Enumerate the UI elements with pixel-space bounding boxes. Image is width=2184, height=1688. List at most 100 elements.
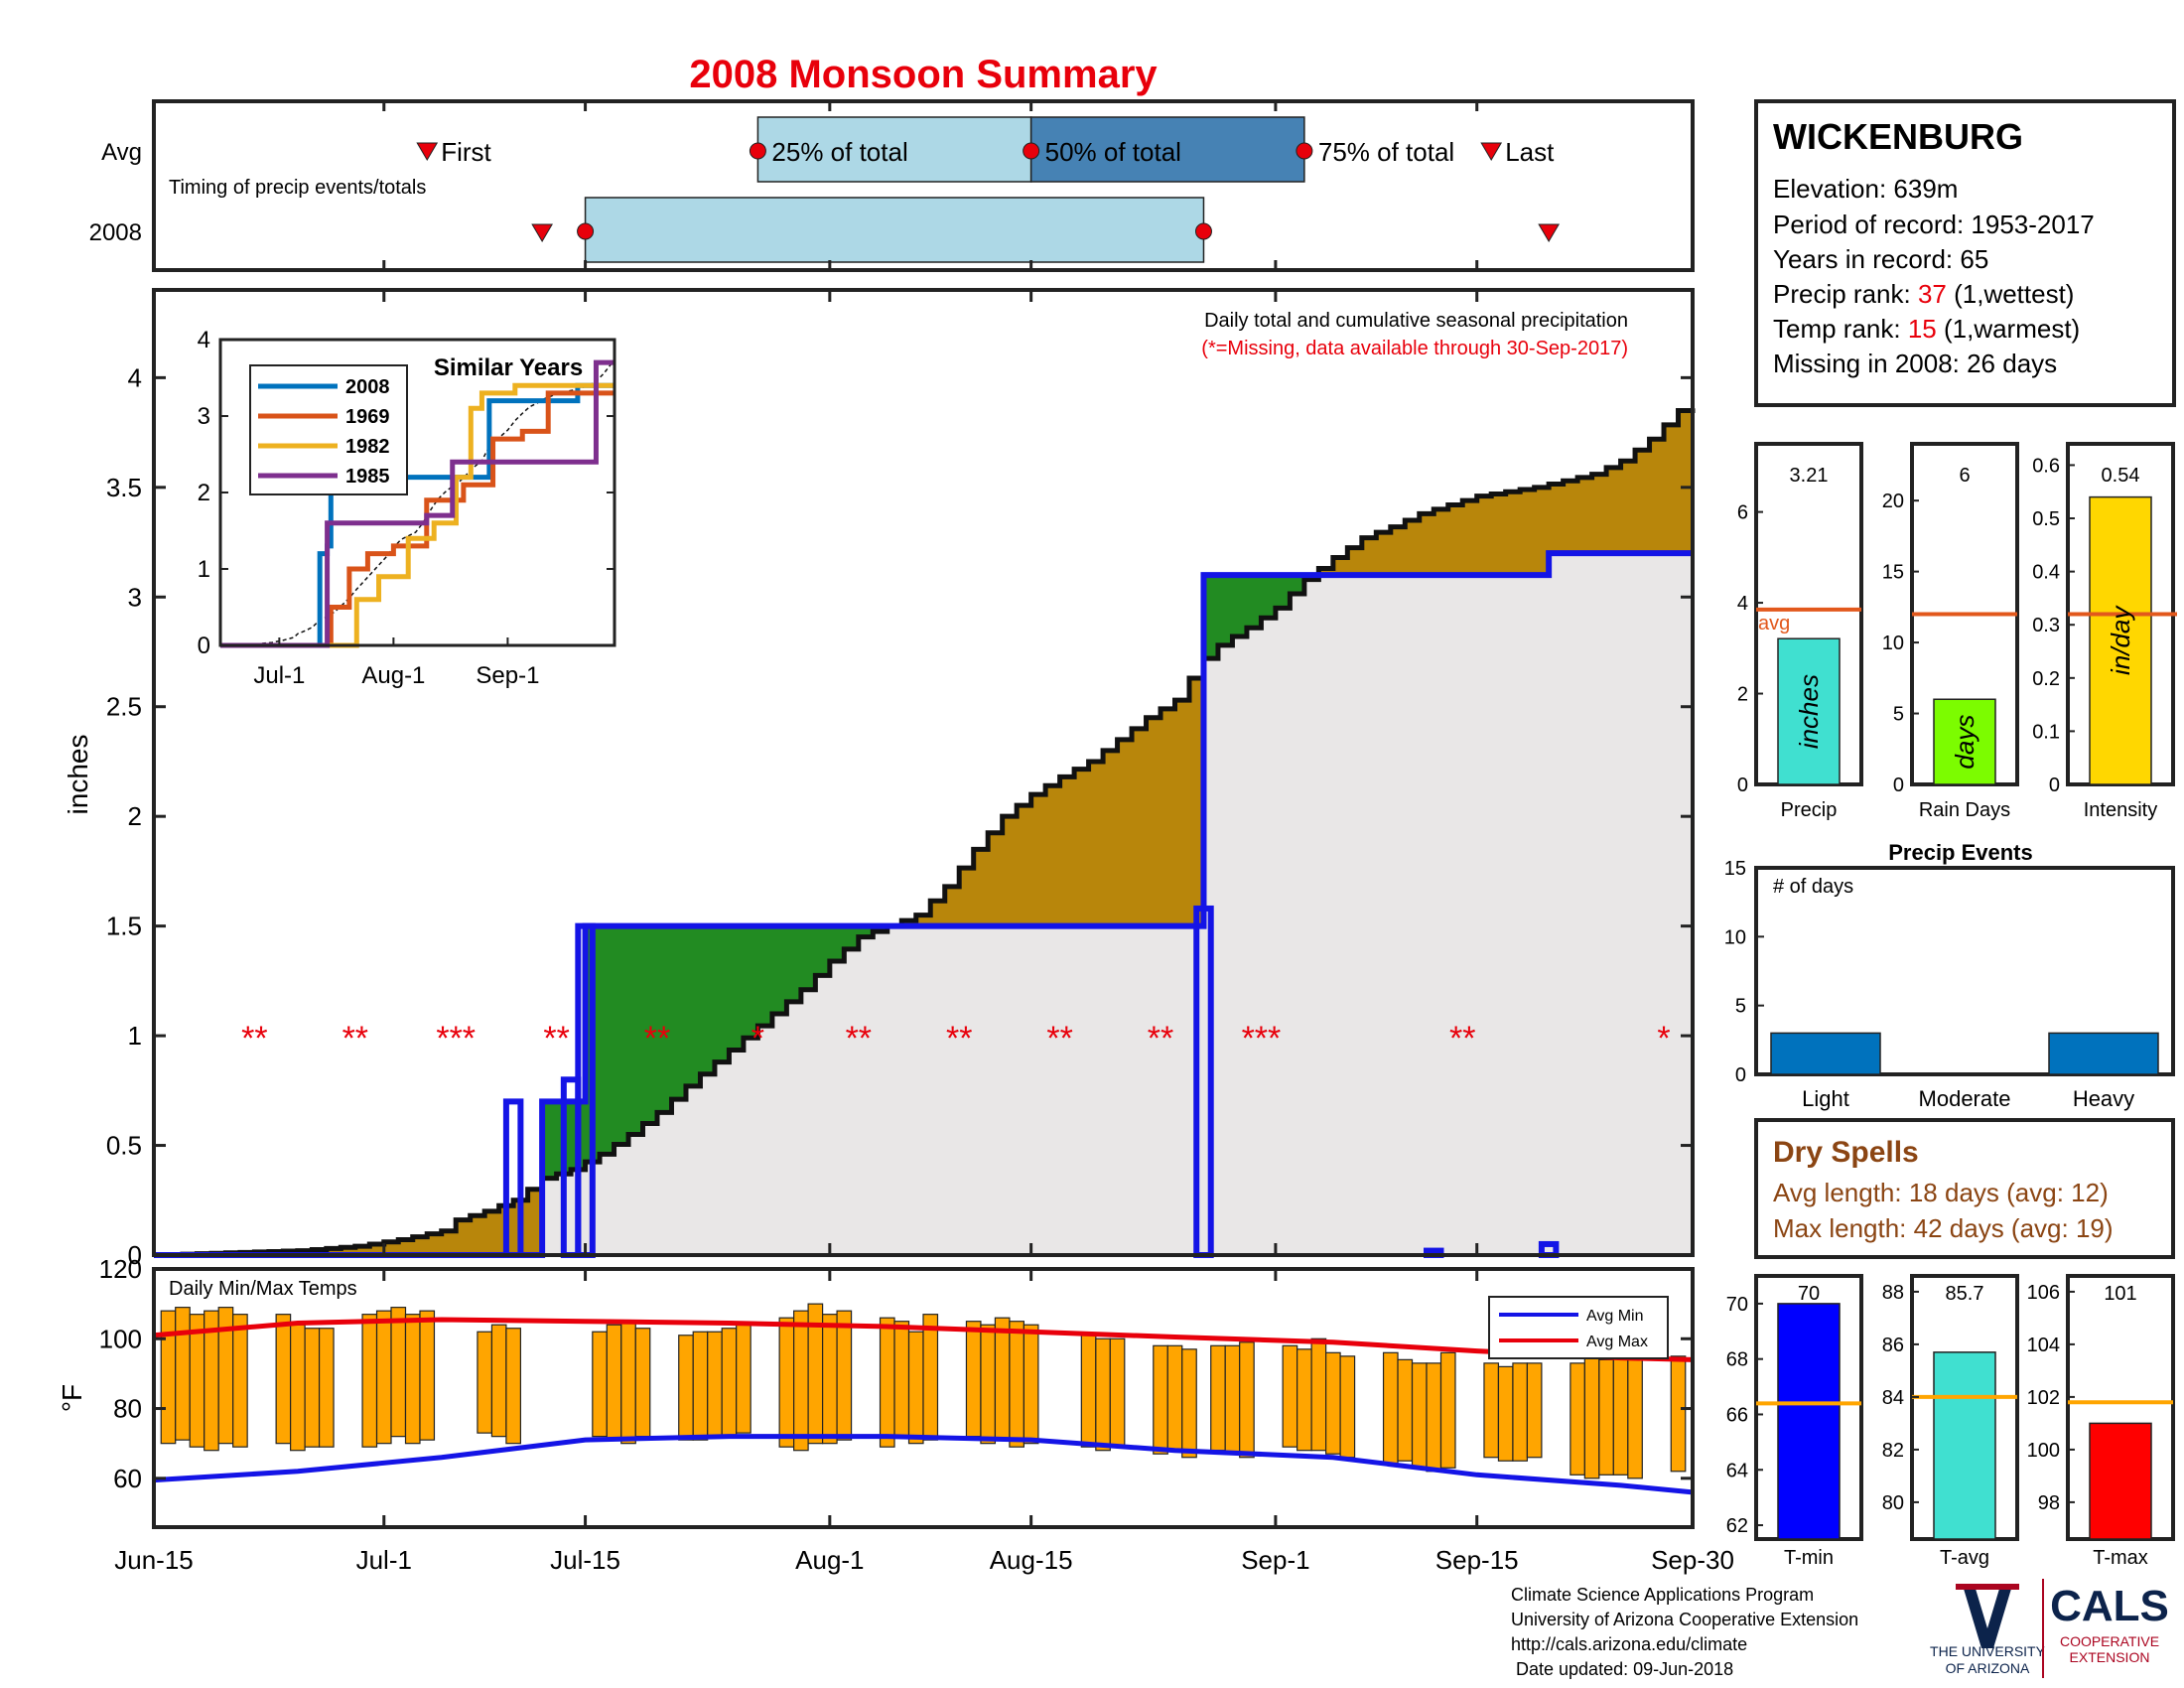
footer-line-3: http://cals.arizona.edu/climate (1511, 1634, 1747, 1654)
temp-summary-bar-t-min (1777, 1303, 1841, 1540)
summary-y-tick-label: 0.4 (2032, 562, 2060, 584)
temp-range-bar (1282, 1344, 1298, 1448)
temp-range-bar (1181, 1348, 1197, 1459)
temp-range-bar (1109, 1337, 1126, 1448)
temp-range-bar (304, 1328, 321, 1448)
missing-note: (*=Missing, data available through 30-Se… (1201, 338, 1628, 359)
summary-bar-value: 6 (1959, 465, 1970, 487)
temp-range-bar (1426, 1362, 1442, 1473)
missing-data-marker: ** (342, 1020, 368, 1057)
dry-spells-title: Dry Spells (1773, 1136, 1919, 1169)
temp-range-bar (318, 1328, 335, 1448)
summary-y-tick-label: 0.6 (2032, 455, 2060, 477)
footer-line-2: University of Arizona Cooperative Extens… (1511, 1610, 1858, 1629)
temp-range-bar (821, 1314, 838, 1445)
temp-summary-y-tick-label: 70 (1726, 1294, 1748, 1316)
summary-y-tick-label: 0.3 (2032, 615, 2060, 636)
temp-range-bar (1224, 1344, 1241, 1455)
summary-y-tick-label: 10 (1882, 633, 1904, 654)
cals-wordmark: CALS (2050, 1582, 2169, 1630)
missing-data-marker: *** (436, 1020, 476, 1057)
station-missing: Missing in 2008: 26 days (1773, 349, 2057, 378)
summary-bar-unit: days (1950, 715, 1979, 770)
avg-75-label: 75% of total (1318, 137, 1454, 167)
temp-range-bar (375, 1310, 392, 1445)
summary-y-tick-label: 5 (1893, 704, 1904, 726)
x-tick-label: Sep-15 (1435, 1545, 1519, 1575)
2008-25-75-box (584, 197, 1205, 263)
cals-sub-1: COOPERATIVE (2060, 1633, 2159, 1649)
footer-line-4: Date updated: 09-Jun-2018 (1511, 1659, 1733, 1679)
station-elevation: Elevation: 639m (1773, 174, 1958, 204)
ua-line-2: OF ARIZONA (1946, 1660, 2030, 1676)
temp-range-bar (707, 1331, 723, 1438)
cals-sub-2: EXTENSION (2070, 1649, 2150, 1665)
inset-legend-label: 2008 (345, 376, 390, 398)
temp-range-bar (232, 1314, 248, 1448)
temp-summary-y-tick-label: 98 (2038, 1492, 2060, 1514)
precip-events-title: Precip Events (1888, 840, 2033, 865)
temp-summary-y-tick-label: 104 (2027, 1335, 2060, 1356)
cals-logo: CALS COOPERATIVE EXTENSION (2050, 1582, 2169, 1665)
temp-range-bar (1297, 1348, 1312, 1452)
event-category-label: Moderate (1919, 1086, 2011, 1111)
missing-data-marker: ** (543, 1020, 569, 1057)
missing-data-marker: ** (1148, 1020, 1173, 1057)
avg-first-marker (416, 142, 439, 161)
temp-range-bar (1512, 1362, 1529, 1462)
temp-range-bar (1382, 1351, 1399, 1466)
temp-legend (1488, 1296, 1669, 1359)
precip-ylabel: inches (63, 735, 93, 815)
station-name: WICKENBURG (1773, 116, 2023, 157)
x-tick-label: Jul-15 (550, 1545, 620, 1575)
station-years: Years in record: 65 (1773, 244, 1988, 274)
inset-y-tick-label: 3 (198, 403, 210, 430)
temp-range-bar (1570, 1362, 1585, 1476)
temp-range-bar (1583, 1355, 1600, 1479)
timing-panel: First 25% of total 50% of total 75% of tota… (89, 99, 1695, 272)
station-info: WICKENBURG Elevation: 639m Period of rec… (1754, 99, 2176, 407)
temperature-panel: 60 80 100 120 Daily Min/Max Temps Avg Min A… (57, 1254, 1695, 1529)
inset-line-1982 (220, 382, 614, 648)
temp-range-bar (620, 1321, 636, 1445)
event-y-tick-label: 15 (1724, 858, 1746, 880)
y-tick-label: 0.5 (106, 1131, 142, 1161)
temp-summary-y-tick-label: 64 (1726, 1460, 1748, 1481)
temp-y-tick-label: 120 (99, 1254, 142, 1284)
temp-range-bar (1009, 1321, 1025, 1448)
temp-summary-bar-t-avg (1933, 1351, 1996, 1540)
2008-75-marker (1194, 222, 1212, 240)
temp-range-bar (1166, 1344, 1183, 1452)
overlap-area (154, 553, 1693, 1255)
temp-y-tick-label: 80 (113, 1394, 142, 1424)
event-bar-heavy (2048, 1032, 2159, 1075)
inset-x-tick-label: Jul-1 (253, 662, 305, 689)
y-tick-label: 2 (128, 801, 142, 831)
summary-bar-intensity (2089, 495, 2152, 785)
event-y-tick-label: 0 (1735, 1064, 1746, 1086)
x-tick-label: Aug-1 (795, 1545, 864, 1575)
missing-data-marker: *** (1242, 1020, 1282, 1057)
temp-summary-y-tick-label: 106 (2027, 1282, 2060, 1304)
inset-y-tick-label: 1 (198, 556, 210, 583)
dry-spells-max: Max length: 42 days (avg: 19) (1773, 1213, 2114, 1243)
footer-line-1: Climate Science Applications Program (1511, 1585, 1814, 1605)
summary-bars: 3.21 inches 0 2 4 6 avg Precip 6 days 0 5 10 15 20 Rain… (1737, 442, 2177, 821)
y-tick-label: 1.5 (106, 912, 142, 941)
x-tick-label: Sep-1 (1241, 1545, 1309, 1575)
legend-avg-max: Avg Max (1586, 1334, 1648, 1350)
temp-caption: Daily Min/Max Temps (169, 1278, 357, 1300)
temp-range-bar (793, 1310, 809, 1452)
temperature-summary-bars: 70 62 64 66 68 70 T-min 85.7 80 82 84 86 88 T-avg 101 9… (1726, 1274, 2175, 1569)
y-tick-label: 3 (128, 582, 142, 612)
avg-75-marker (1296, 142, 1313, 160)
temp-range-bar (1526, 1362, 1543, 1459)
dry-spells-panel: Dry Spells Avg length: 18 days (avg: 12)… (1754, 1118, 2175, 1259)
temp-range-bar (634, 1328, 651, 1438)
temp-ylabel: °F (57, 1384, 87, 1412)
inset-avg-line (219, 362, 615, 646)
temp-range-bar (490, 1324, 507, 1438)
precip-events-panel: Precip Events # of days Light Moderate Hea… (1724, 840, 2175, 1111)
summary-bar-value: 0.54 (2102, 465, 2140, 487)
event-bar-light (1770, 1032, 1881, 1075)
